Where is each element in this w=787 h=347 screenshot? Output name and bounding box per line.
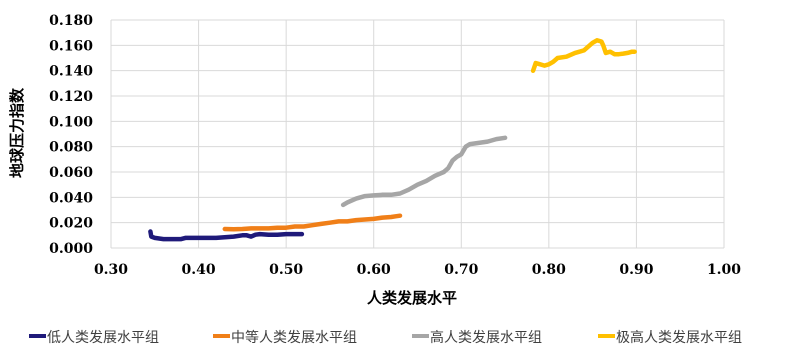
y-tick-label: 0.140 xyxy=(49,64,93,80)
y-tick-label: 0.020 xyxy=(49,216,93,232)
x-tick-label: 0.80 xyxy=(532,262,566,278)
gridlines xyxy=(110,19,725,249)
series-line-1 xyxy=(222,213,403,232)
legend-swatch-1 xyxy=(213,334,230,338)
legend-label-2: 高人类发展水平组 xyxy=(430,329,542,346)
x-tick-label: 0.40 xyxy=(182,262,216,278)
y-axis-title: 地球压力指数 xyxy=(8,87,26,178)
y-axis-ticks: 0.000 0.020 0.040 0.060 0.080 0.100 0.120 0.140… xyxy=(49,13,93,257)
legend-swatch-3 xyxy=(598,334,615,338)
legend-swatch-0 xyxy=(29,334,46,338)
x-axis-ticks: 0.30 0.40 0.50 0.60 0.70 0.80 0.90 1.00 xyxy=(94,262,741,278)
x-tick-label: 0.70 xyxy=(444,262,478,278)
x-tick-label: 0.50 xyxy=(269,262,303,278)
y-tick-label: 0.000 xyxy=(49,241,93,257)
y-tick-label: 0.160 xyxy=(49,38,93,54)
plot-series xyxy=(148,38,637,242)
legend: 低人类发展水平组 中等人类发展水平组 高人类发展水平组 极高人类发展水平组 xyxy=(29,329,742,346)
legend-label-3: 极高人类发展水平组 xyxy=(616,329,742,346)
legend-swatch-2 xyxy=(412,334,429,338)
x-tick-label: 0.30 xyxy=(94,262,128,278)
legend-label-1: 中等人类发展水平组 xyxy=(231,329,357,346)
y-tick-label: 0.080 xyxy=(49,140,93,156)
x-tick-label: 0.90 xyxy=(619,262,653,278)
y-tick-label: 0.060 xyxy=(49,165,93,181)
series-line-0 xyxy=(148,229,305,242)
y-tick-label: 0.120 xyxy=(49,89,93,105)
legend-label-0: 低人类发展水平组 xyxy=(47,330,159,346)
y-tick-label: 0.040 xyxy=(49,190,93,206)
x-tick-label: 1.00 xyxy=(707,262,741,278)
x-axis-title: 人类发展水平 xyxy=(367,289,457,307)
y-tick-label: 0.180 xyxy=(49,13,93,29)
y-tick-label: 0.100 xyxy=(49,114,93,130)
series-line-3 xyxy=(530,38,637,73)
x-tick-label: 0.60 xyxy=(357,262,391,278)
series-line-2 xyxy=(340,135,508,208)
